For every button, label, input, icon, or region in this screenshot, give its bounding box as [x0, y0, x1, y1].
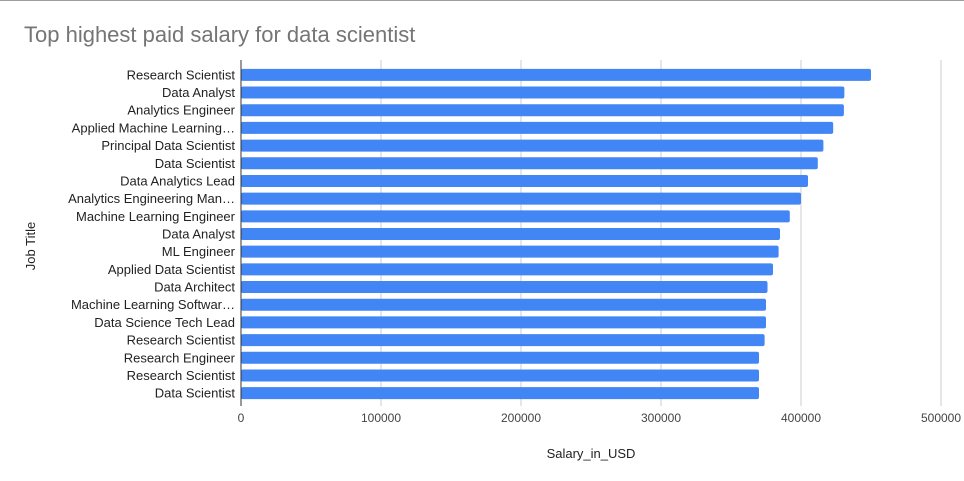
- bar: [241, 104, 844, 117]
- bar: [241, 263, 773, 276]
- bar: [241, 174, 808, 187]
- category-label: Machine Learning Engineer: [76, 209, 236, 224]
- x-tick-labels: 0 100000 200000 300000 400000 500000: [238, 411, 962, 425]
- bar: [241, 86, 845, 99]
- x-tick-label: 500000: [921, 411, 961, 425]
- bar: [241, 192, 801, 205]
- category-label: Research Scientist: [127, 368, 236, 383]
- category-label: Research Engineer: [124, 350, 236, 365]
- bar: [241, 68, 871, 81]
- bar: [241, 228, 780, 240]
- category-labels: Research Scientist Data Analyst Analytics …: [68, 67, 236, 400]
- category-label: Principal Data Scientist: [101, 138, 235, 153]
- x-tick-label: 400000: [781, 411, 821, 425]
- category-label: Data Scientist: [155, 156, 236, 171]
- bar: [241, 369, 759, 382]
- chart-title: Top highest paid salary for data scienti…: [24, 22, 416, 47]
- category-label: Applied Data Scientist: [108, 262, 236, 277]
- bar: [241, 351, 759, 364]
- category-label: Data Analyst: [162, 85, 235, 100]
- category-label: Data Architect: [154, 280, 235, 295]
- category-label: Analytics Engineering Man…: [68, 191, 235, 206]
- x-tick-label: 300000: [641, 411, 681, 425]
- bar: [241, 334, 765, 347]
- x-tick-label: 200000: [501, 411, 541, 425]
- bar: [241, 157, 818, 170]
- category-label: Data Scientist: [155, 386, 236, 401]
- y-axis-title: Job Title: [23, 222, 38, 270]
- bar: [241, 245, 779, 258]
- category-label: Data Analytics Lead: [120, 173, 235, 188]
- x-tick-label: 100000: [361, 411, 401, 425]
- category-label: Analytics Engineer: [127, 103, 235, 118]
- bar: [241, 298, 766, 311]
- x-tick-label: 0: [238, 411, 245, 425]
- category-label: Data Science Tech Lead: [94, 315, 235, 330]
- bar: [241, 316, 766, 329]
- category-label: Data Analyst: [162, 227, 235, 242]
- category-label: ML Engineer: [162, 244, 236, 259]
- category-label: Research Scientist: [127, 67, 236, 82]
- category-label: Machine Learning Softwar…: [71, 297, 235, 312]
- bar: [241, 281, 768, 294]
- bar: [241, 210, 790, 223]
- category-label: Applied Machine Learning…: [72, 120, 235, 135]
- x-axis-title: Salary_in_USD: [547, 446, 636, 461]
- category-label: Research Scientist: [127, 333, 236, 348]
- bar: [241, 387, 759, 400]
- bar: [241, 139, 824, 152]
- top-border: [0, 0, 964, 1]
- bar: [241, 121, 834, 134]
- bars: [241, 68, 871, 400]
